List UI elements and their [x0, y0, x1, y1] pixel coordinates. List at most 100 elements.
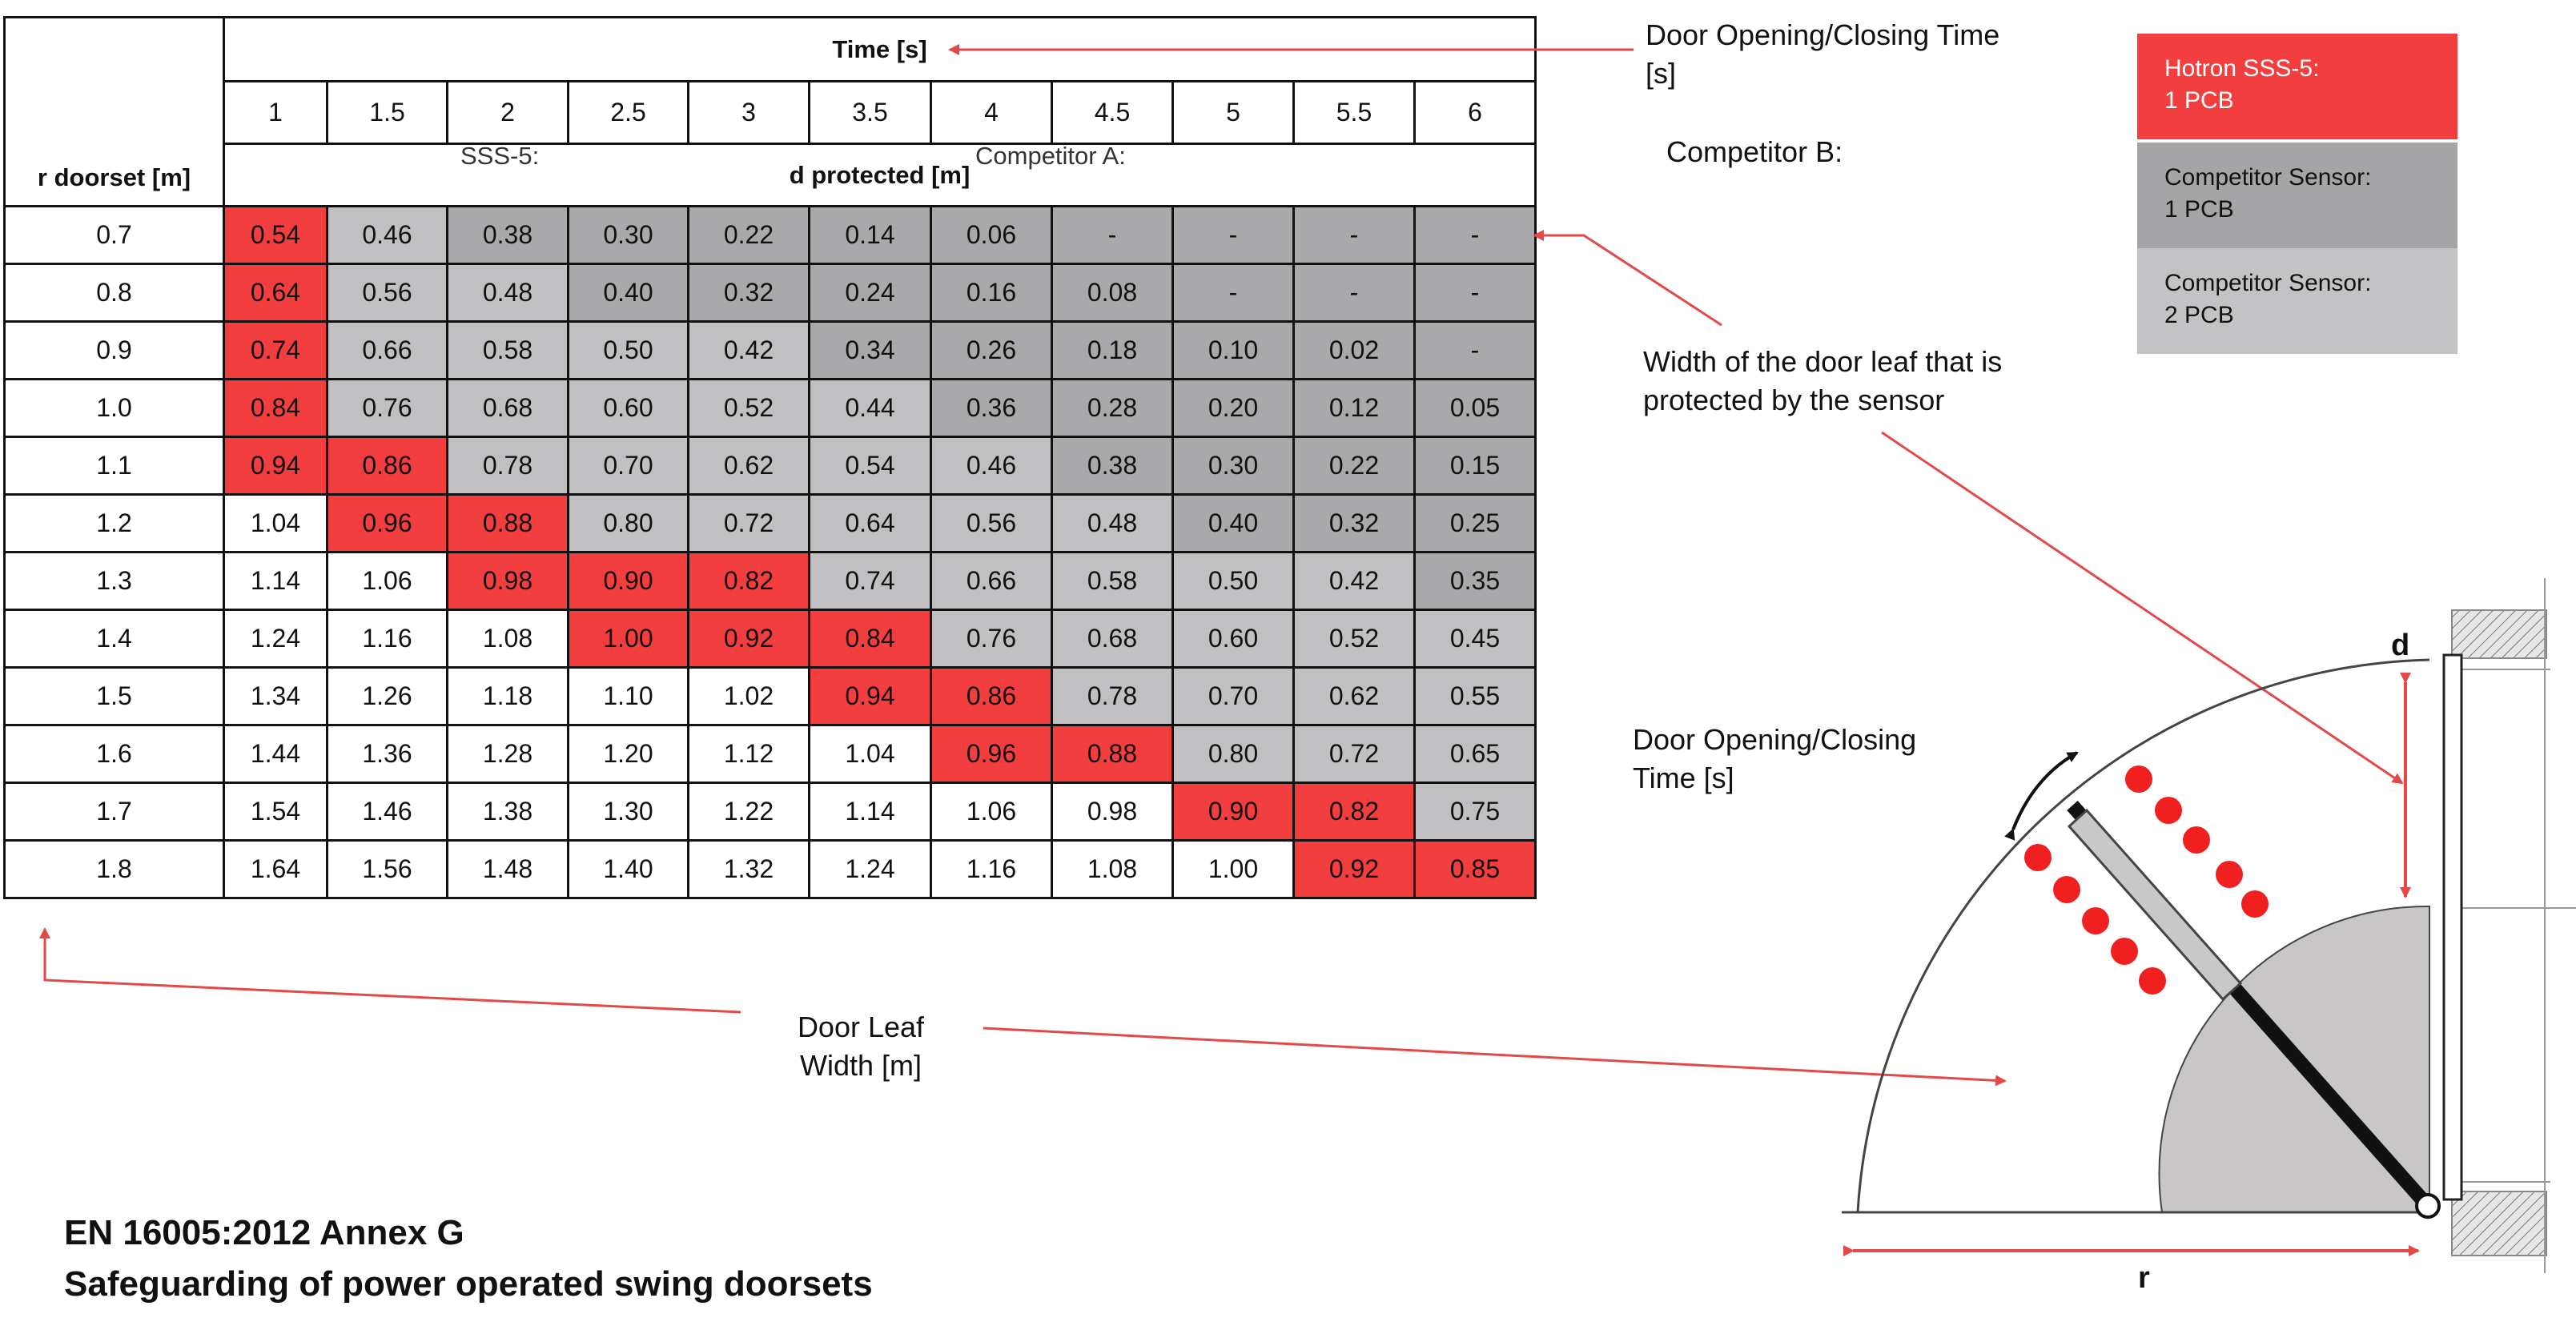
protected-width-cell: 0.55 [1413, 666, 1537, 726]
protected-width-cell: 0.58 [446, 320, 569, 380]
d-protected-header: d protected [m] SSS-5: Competitor A: [223, 143, 1537, 207]
legend-competitor-2pcb-line2: 2 PCB [2164, 302, 2234, 328]
protected-width-cell: 0.80 [1171, 724, 1295, 784]
protected-width-cell: 1.04 [808, 724, 932, 784]
table-row: 1.4 1.24 1.16 1.08 1.00 0.92 0.84 0.76 0.68 0.60 0… [3, 609, 1537, 669]
legend-competitor-1pcb-line1: Competitor Sensor: [2164, 164, 2372, 191]
competitor-b-label: Competitor B: [1666, 135, 1843, 168]
arrow-door-leaf-diagram [983, 1027, 2007, 1087]
protected-width-cell: 1.14 [223, 551, 328, 611]
table-row: 1.8 1.64 1.56 1.48 1.40 1.32 1.24 1.16 1.08 1.00 0… [3, 839, 1537, 899]
time-note-line1: Door Opening/Closing Time [1646, 18, 2000, 51]
protected-width-cell: 1.48 [446, 839, 569, 899]
protected-width-cell: 0.12 [1292, 378, 1416, 438]
d-label: d [2391, 629, 2409, 662]
protected-width-cell: 0.35 [1413, 551, 1537, 611]
protected-width-cell: - [1171, 205, 1295, 265]
time-value-cell: 6 [1413, 80, 1537, 145]
time-value-cell: 1.5 [326, 80, 448, 145]
protected-width-cell: 0.15 [1413, 436, 1537, 496]
protected-width-cell: 0.64 [223, 263, 328, 323]
r-doorset-value: 1.8 [3, 839, 225, 899]
diagram-time-line2: Time [s] [1633, 761, 1734, 794]
protected-width-cell: 0.02 [1292, 320, 1416, 380]
protected-width-cell: - [1292, 263, 1416, 323]
protected-width-cell: 0.88 [1051, 724, 1174, 784]
wall-top [2451, 609, 2547, 659]
door-leaf-line1: Door Leaf [797, 1011, 925, 1043]
protected-width-cell: 0.18 [1051, 320, 1174, 380]
protected-width-cell: 1.46 [326, 782, 448, 842]
protected-width-cell: 0.70 [1171, 666, 1295, 726]
protected-width-cell: 0.54 [223, 205, 328, 265]
wall-bottom [2451, 1191, 2547, 1256]
protected-width-cell: 1.34 [223, 666, 328, 726]
protected-width-cell: 0.75 [1413, 782, 1537, 842]
r-doorset-value: 1.1 [3, 436, 225, 496]
protected-width-cell: 0.78 [446, 436, 569, 496]
arrow-width-to-diagram [1881, 431, 2404, 785]
protected-width-cell: 1.16 [326, 609, 448, 669]
protected-width-cell: 0.90 [567, 551, 689, 611]
r-doorset-value: 1.6 [3, 724, 225, 784]
r-doorset-value: 1.3 [3, 551, 225, 611]
d-protected-label: d protected [m] [789, 160, 971, 189]
protected-width-cell: - [1413, 320, 1537, 380]
protected-width-cell: 0.32 [1292, 493, 1416, 553]
r-doorset-value: 1.5 [3, 666, 225, 726]
protected-width-cell: 0.90 [1171, 782, 1295, 842]
protected-width-cell: 1.22 [687, 782, 810, 842]
protected-width-cell: 1.16 [930, 839, 1053, 899]
door-leaf-line2: Width [m] [799, 1049, 922, 1082]
protected-width-cell: 1.14 [808, 782, 932, 842]
protected-width-cell: 0.66 [930, 551, 1053, 611]
protected-width-cell: 0.42 [1292, 551, 1416, 611]
protected-width-cell: 0.30 [1171, 436, 1295, 496]
protected-width-cell: 1.18 [446, 666, 569, 726]
door-leaf-note: Door Leaf Width [m] [793, 1008, 929, 1085]
protected-width-cell: 0.36 [930, 378, 1053, 438]
protected-width-cell: 1.30 [567, 782, 689, 842]
time-value-cell: 4.5 [1051, 80, 1174, 145]
door-diagram: d r [1842, 578, 2576, 1295]
protected-width-cell: 0.74 [808, 551, 932, 611]
time-value-cell: 2 [446, 80, 569, 145]
protected-width-cell: 0.92 [687, 609, 810, 669]
protected-width-cell: 1.20 [567, 724, 689, 784]
protected-width-cell: 0.72 [687, 493, 810, 553]
protected-width-cell: 0.74 [223, 320, 328, 380]
protected-width-cell: 0.25 [1413, 493, 1537, 553]
protected-width-cell: 0.08 [1051, 263, 1174, 323]
protected-width-cell: 0.94 [223, 436, 328, 496]
annotation-arrows [39, 44, 2404, 1087]
time-value-cell: 1 [223, 80, 328, 145]
protected-width-cell: 1.08 [446, 609, 569, 669]
r-doorset-value: 1.2 [3, 493, 225, 553]
protected-width-cell: 0.86 [930, 666, 1053, 726]
diagram-time-line1: Door Opening/Closing [1633, 723, 1917, 756]
protected-width-cell: 0.30 [567, 205, 689, 265]
ghost-label-competitor-a: Competitor A: [975, 143, 1126, 171]
protected-width-cell: - [1292, 205, 1416, 265]
protected-width-cell: 0.50 [567, 320, 689, 380]
width-note: Width of the door leaf that is protected… [1643, 343, 2002, 420]
protected-width-cell: 0.38 [446, 205, 569, 265]
protected-width-cell: 0.85 [1413, 839, 1537, 899]
protected-width-cell: 1.06 [326, 551, 448, 611]
protected-width-cell: 1.08 [1051, 839, 1174, 899]
protected-width-cell: 0.24 [808, 263, 932, 323]
legend-hotron-line1: Hotron SSS-5: [2164, 55, 2320, 82]
protected-width-cell: 0.14 [808, 205, 932, 265]
table-row: 1.2 1.04 0.96 0.88 0.80 0.72 0.64 0.56 0.48 0.40 0… [3, 493, 1537, 553]
width-note-line1: Width of the door leaf that is [1643, 345, 2003, 378]
detection-dots [2024, 765, 2269, 995]
time-value-cell: 3.5 [808, 80, 932, 145]
protected-width-cell: 0.22 [1292, 436, 1416, 496]
protected-width-cell: 1.54 [223, 782, 328, 842]
protected-width-cell: 1.06 [930, 782, 1053, 842]
protected-width-cell: - [1413, 205, 1537, 265]
protected-width-cell: 1.24 [808, 839, 932, 899]
r-doorset-value: 1.4 [3, 609, 225, 669]
protected-width-cell: 0.98 [1051, 782, 1174, 842]
diagram-time-note: Door Opening/Closing Time [s] [1633, 721, 1916, 798]
